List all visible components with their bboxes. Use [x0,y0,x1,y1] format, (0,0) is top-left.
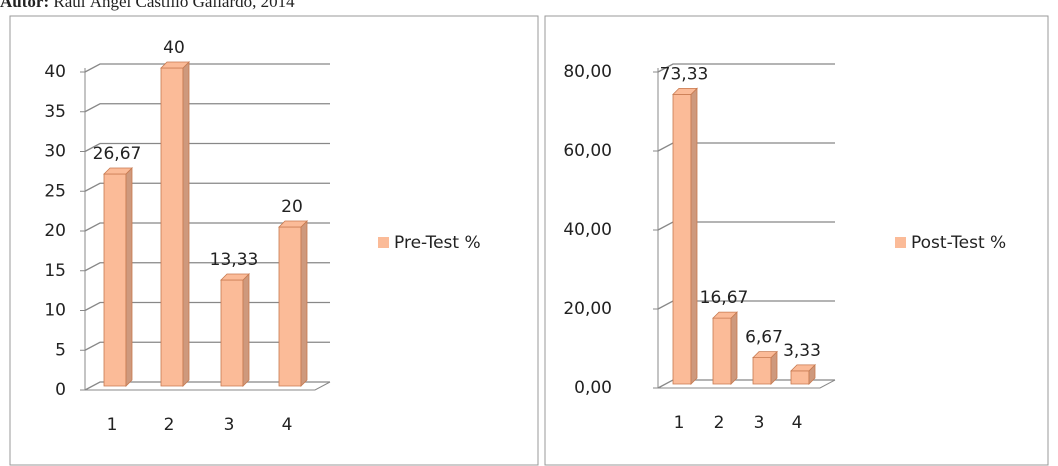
y-tick-label: 80,00 [563,62,612,82]
bar-top [103,167,133,175]
y-tick-label: 20,00 [563,299,612,319]
data-label: 26,67 [93,144,142,164]
bar-side [182,61,190,387]
legend-label: Pre-Test % [394,233,481,253]
floor [658,379,836,389]
y-tick-label: 35 [44,102,66,122]
bar-side [690,87,698,385]
grid-line [84,381,330,391]
y-tick-label: 15 [44,261,66,281]
grid-line [84,103,330,113]
bar [103,173,127,387]
y-tick-label: 0,00 [574,378,612,398]
bar-top [278,220,308,228]
legend-swatch [895,237,906,248]
y-tick-label: 40,00 [563,220,612,240]
bar [220,279,244,387]
bar [752,357,772,385]
panel [9,15,539,466]
data-label: 73,33 [660,64,709,84]
x-tick-label: 4 [282,415,293,435]
bar [160,67,184,387]
y-tick-label: 30 [44,142,66,162]
x-tick-label: 2 [714,413,725,433]
grid-line [84,142,330,153]
data-label: 16,67 [700,288,749,308]
caption: Autor: Raúl Ángel Castillo Gallardo, 201… [0,0,295,11]
bar [790,370,810,385]
bar-side [125,167,133,387]
caption-label: Autor: [0,0,49,11]
grid-line [84,182,330,192]
bar [712,317,732,385]
legend-swatch [378,237,389,248]
bar [672,93,692,385]
y-tick-label: 5 [55,340,66,360]
y-tick-label: 0 [55,380,66,400]
bar-side [242,273,250,387]
y-tick-label: 20 [44,221,66,241]
y-tick-label: 60,00 [563,141,612,161]
floor [85,381,331,391]
data-label: 13,33 [210,250,259,270]
data-label: 6,67 [745,328,783,348]
grid-line [84,63,330,73]
bar-top [790,364,816,372]
bar-top [712,311,738,319]
bar-top [672,87,698,95]
bar-top [752,351,778,359]
x-tick-label: 1 [674,413,685,433]
grid-line [84,301,330,312]
y-tick-label: 40 [44,62,66,82]
grid-line [84,222,330,232]
caption-text: Raúl Ángel Castillo Gallardo, 2014 [53,0,295,11]
x-tick-label: 4 [792,413,803,433]
bar-side [730,311,738,385]
panel [544,15,1049,466]
grid-line [84,262,330,272]
x-tick-label: 3 [224,415,235,435]
y-tick-label: 10 [44,301,66,321]
x-tick-label: 3 [754,413,765,433]
bar-top [220,273,250,281]
bar [278,226,302,387]
y-tick-label: 25 [44,181,66,201]
data-label: 40 [163,38,185,58]
x-tick-label: 1 [107,415,118,435]
grid-line [657,63,835,73]
grid-line [84,341,330,351]
bar-top [160,61,190,69]
bar-side [300,220,308,387]
legend-label: Post-Test % [911,233,1006,253]
data-label: 20 [281,197,303,217]
x-tick-label: 2 [164,415,175,435]
data-label: 3,33 [783,341,821,361]
